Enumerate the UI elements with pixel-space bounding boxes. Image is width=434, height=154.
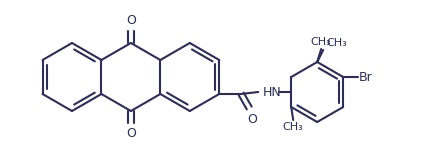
Text: CH₃: CH₃ (282, 122, 303, 132)
Text: HN: HN (263, 85, 281, 99)
Text: CH₃: CH₃ (310, 37, 331, 47)
Text: Br: Br (358, 71, 372, 83)
Text: O: O (126, 127, 135, 140)
Text: O: O (126, 14, 135, 27)
Text: O: O (247, 113, 256, 126)
Text: CH₃: CH₃ (326, 38, 346, 48)
